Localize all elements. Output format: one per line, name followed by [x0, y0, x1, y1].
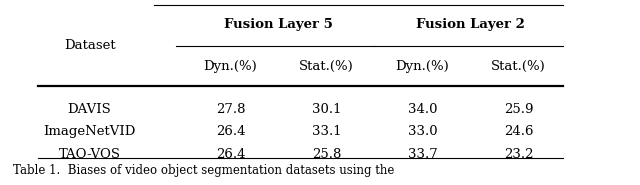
Text: 33.7: 33.7: [408, 148, 437, 161]
Text: 26.4: 26.4: [216, 125, 245, 139]
Text: 27.8: 27.8: [216, 103, 245, 116]
Text: 25.8: 25.8: [312, 148, 341, 161]
Text: 26.4: 26.4: [216, 148, 245, 161]
Text: 24.6: 24.6: [504, 125, 533, 139]
Text: 30.1: 30.1: [312, 103, 341, 116]
Text: TAO-VOS: TAO-VOS: [59, 148, 120, 161]
Text: 23.2: 23.2: [504, 148, 533, 161]
Text: Dataset: Dataset: [64, 39, 115, 52]
Text: Fusion Layer 2: Fusion Layer 2: [416, 18, 525, 31]
Text: 34.0: 34.0: [408, 103, 437, 116]
Text: 33.0: 33.0: [408, 125, 437, 139]
Text: Table 1.  Biases of video object segmentation datasets using the: Table 1. Biases of video object segmenta…: [13, 164, 394, 176]
Text: Stat.(%): Stat.(%): [299, 60, 354, 73]
Text: Dyn.(%): Dyn.(%): [204, 60, 257, 73]
Text: 25.9: 25.9: [504, 103, 533, 116]
Text: DAVIS: DAVIS: [68, 103, 111, 116]
Text: 33.1: 33.1: [312, 125, 341, 139]
Text: ImageNetVID: ImageNetVID: [44, 125, 136, 139]
Text: Fusion Layer 5: Fusion Layer 5: [224, 18, 333, 31]
Text: Stat.(%): Stat.(%): [491, 60, 546, 73]
Text: Dyn.(%): Dyn.(%): [396, 60, 449, 73]
